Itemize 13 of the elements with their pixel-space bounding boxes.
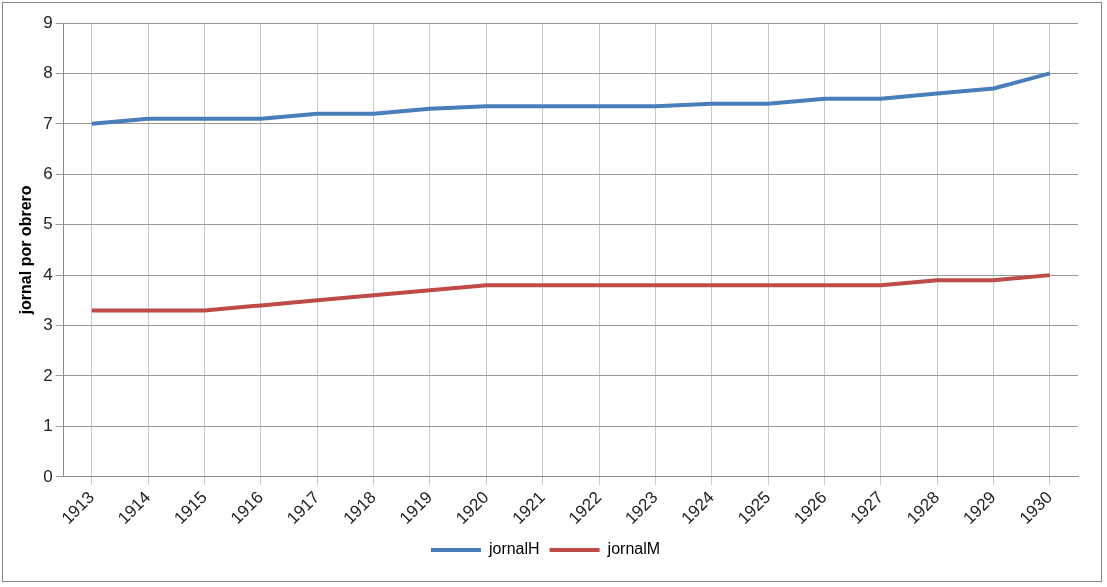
y-tick-label: 5	[43, 214, 53, 234]
y-tick-label: 8	[43, 63, 53, 83]
y-tick-label: 3	[43, 315, 53, 335]
y-tick-label: 1	[43, 416, 53, 436]
y-tick-label: 2	[43, 365, 53, 385]
y-tick-label: 7	[43, 113, 53, 133]
legend-label: jornalH	[487, 540, 540, 558]
y-tick-label: 9	[43, 12, 53, 32]
y-tick-label: 6	[43, 163, 53, 183]
legend-label: jornalM	[606, 540, 661, 558]
y-tick-label: 0	[43, 466, 53, 486]
y-tick-label: 4	[43, 264, 53, 284]
y-axis-title: jornal por obrero	[17, 185, 35, 316]
